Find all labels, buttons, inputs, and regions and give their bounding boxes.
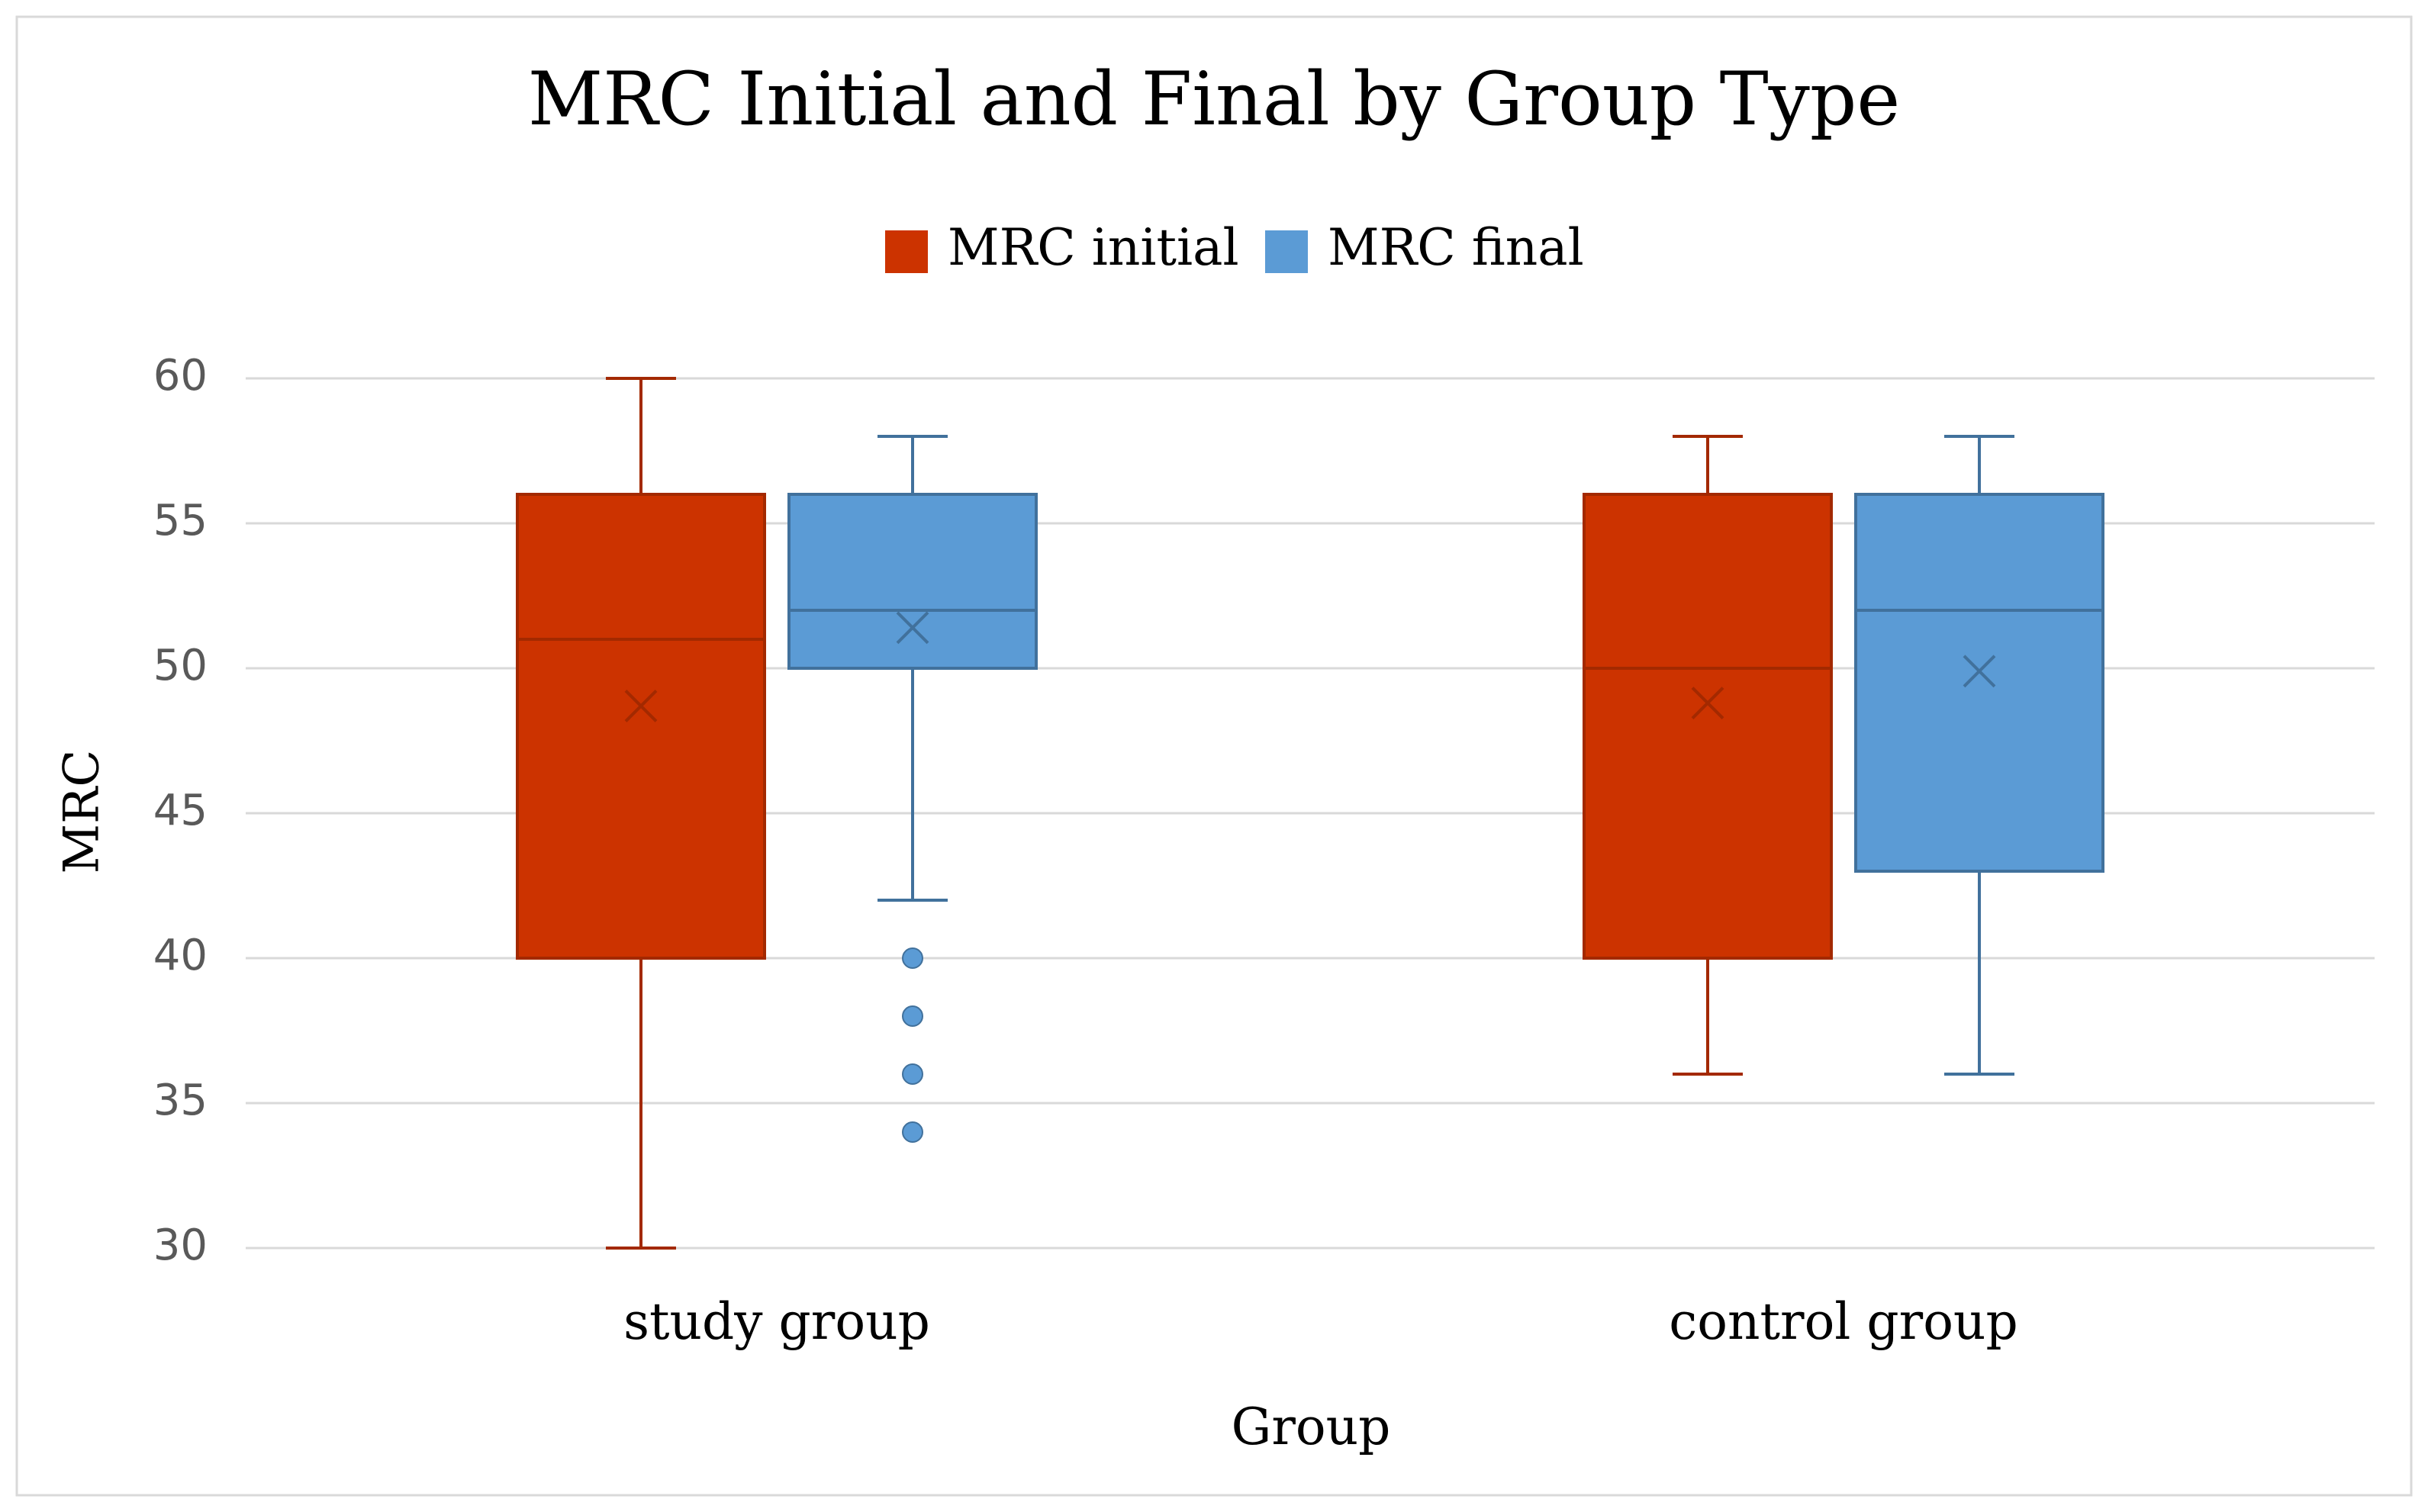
outlier-point <box>902 1063 923 1085</box>
mean-marker <box>1691 687 1724 720</box>
y-tick-label: 40 <box>153 931 208 980</box>
chart-title: MRC Initial and Final by Group Type <box>528 56 1900 142</box>
boxes <box>516 377 2104 1250</box>
x-axis-label: Group <box>1232 1398 1391 1456</box>
mean-marker <box>896 611 929 645</box>
x-tick-label: control group <box>1669 1292 2017 1351</box>
y-axis-ticks: 30 35 40 45 50 55 60 <box>153 351 208 1270</box>
y-tick-label: 50 <box>153 641 208 690</box>
legend-label-final: MRC final <box>1328 218 1584 277</box>
x-axis-ticks: study group control group <box>623 1292 2018 1351</box>
box-body <box>516 493 766 960</box>
y-tick-label: 45 <box>153 786 208 835</box>
mean-marker <box>624 689 658 722</box>
box-1-0 <box>787 435 1038 1143</box>
x-tick-label: study group <box>623 1292 930 1351</box>
y-tick-label: 30 <box>153 1221 208 1270</box>
legend-swatch-final <box>1265 230 1308 273</box>
outlier-point <box>902 947 923 969</box>
box-0-0 <box>516 377 766 1250</box>
y-axis-label: MRC <box>54 750 111 874</box>
outlier-point <box>902 1121 923 1143</box>
box-body <box>1854 493 2104 873</box>
box-body <box>1583 493 1833 960</box>
box-1-1 <box>1854 435 2104 1076</box>
y-tick-label: 55 <box>153 496 208 545</box>
box-0-1 <box>1583 435 1833 1076</box>
mean-marker <box>1963 655 1996 688</box>
y-tick-label: 35 <box>153 1076 208 1125</box>
legend-label-initial: MRC initial <box>948 218 1239 277</box>
legend-swatch-initial <box>885 230 928 273</box>
box-body <box>787 493 1038 670</box>
legend: MRC initial MRC final <box>885 218 1584 277</box>
y-tick-label: 60 <box>153 351 208 401</box>
outlier-point <box>902 1005 923 1027</box>
